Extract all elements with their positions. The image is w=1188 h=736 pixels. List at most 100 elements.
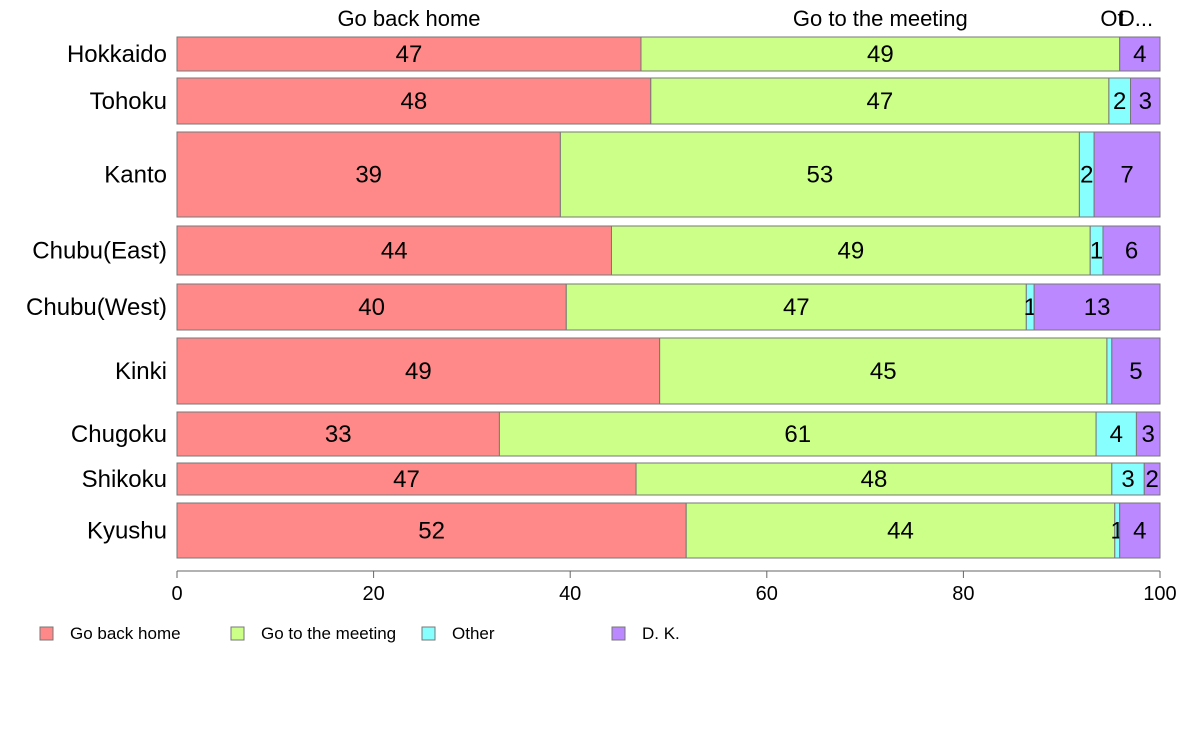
bar-segment-shikoku-go-to-the-meeting [635, 462, 1113, 496]
data-label-hokkaido-go-to-the-meeting: 49 [867, 41, 894, 68]
category-label-tohoku: Tohoku [90, 88, 167, 115]
data-label-chubu-east-d-k: 6 [1125, 238, 1138, 265]
data-label-shikoku-go-to-the-meeting: 48 [861, 466, 888, 493]
data-label-chubu-west-d-k: 13 [1084, 294, 1111, 321]
data-label-chugoku-d-k: 3 [1142, 421, 1155, 448]
column-header-1: Go back home [337, 6, 480, 31]
legend: Go back home Go to the meeting Other D. K. [39, 624, 680, 643]
legend-label-other: Other [452, 624, 495, 643]
x-tick-label-60: 60 [756, 583, 778, 605]
legend-label-d-k: D. K. [642, 624, 680, 643]
bar-segment-kanto-go-back-home [176, 131, 561, 218]
data-label-kanto-go-to-the-meeting: 53 [807, 162, 834, 189]
bar-segment-tohoku-d-k [1130, 77, 1161, 125]
data-label-kyushu-d-k: 4 [1133, 518, 1146, 545]
category-label-chubu-west: Chubu(West) [26, 294, 167, 321]
bar-row-kyushu: Kyushu 52 44 1 4 [87, 502, 1161, 559]
bar-segment-kinki-go-back-home [176, 337, 661, 405]
data-label-hokkaido-d-k: 4 [1133, 41, 1146, 68]
x-tick-label-20: 20 [362, 583, 384, 605]
data-label-kanto-d-k: 7 [1120, 162, 1133, 189]
bar-segment-kinki-other [1106, 337, 1113, 405]
category-label-chubu-east: Chubu(East) [32, 238, 167, 265]
bar-segment-kinki-d-k [1111, 337, 1161, 405]
bar-segment-shikoku-d-k [1143, 462, 1161, 496]
data-label-chugoku-go-back-home: 33 [325, 421, 352, 448]
data-label-tohoku-d-k: 3 [1139, 88, 1152, 115]
x-axis: 0 20 40 60 80 100 [171, 570, 1177, 605]
data-label-tohoku-go-back-home: 48 [401, 88, 428, 115]
bar-row-shikoku: Shikoku 47 48 3 2 [82, 462, 1161, 496]
bar-segment-chubu-west-go-to-the-meeting [565, 283, 1027, 331]
legend-swatch-go-to-the-meeting [230, 626, 245, 641]
data-label-kanto-other: 2 [1080, 162, 1093, 189]
bar-row-chubu-west: Chubu(West) 40 47 1 13 [26, 283, 1161, 331]
bar-row-chubu-east: Chubu(East) 44 49 1 6 [32, 225, 1161, 276]
category-label-shikoku: Shikoku [82, 466, 167, 493]
data-label-kinki-go-back-home: 49 [405, 358, 432, 385]
bar-segment-kyushu-go-to-the-meeting [685, 502, 1116, 559]
bar-segment-chubu-east-go-back-home [176, 225, 612, 276]
category-label-kyushu: Kyushu [87, 518, 167, 545]
bar-row-kinki: Kinki 49 45 5 [115, 337, 1161, 405]
column-header-3: Ot [1100, 6, 1123, 31]
category-label-chugoku: Chugoku [71, 421, 167, 448]
bar-row-tohoku: Tohoku 48 47 2 3 [90, 77, 1161, 125]
data-label-chugoku-other: 4 [1110, 421, 1123, 448]
x-tick-label-40: 40 [559, 583, 581, 605]
data-label-chubu-east-go-back-home: 44 [381, 238, 408, 265]
data-label-chubu-west-other: 1 [1024, 294, 1037, 321]
bar-segment-kanto-d-k [1093, 131, 1161, 218]
bar-segment-kanto-go-to-the-meeting [559, 131, 1080, 218]
bar-segment-kyushu-go-back-home [176, 502, 687, 559]
x-tick-label-80: 80 [952, 583, 974, 605]
data-label-kyushu-go-to-the-meeting: 44 [887, 518, 914, 545]
column-header-labels: Go back home Go to the meeting OtD... [337, 6, 1153, 31]
data-label-shikoku-other: 3 [1121, 466, 1134, 493]
x-tick-label-0: 0 [171, 583, 182, 605]
bar-segment-kyushu-d-k [1119, 502, 1161, 559]
legend-swatch-d-k [611, 626, 626, 641]
legend-label-go-back-home: Go back home [70, 624, 181, 643]
bar-segment-chugoku-other [1095, 411, 1137, 457]
legend-swatch-go-back-home [39, 626, 54, 641]
legend-swatch-other [421, 626, 436, 641]
category-label-kanto: Kanto [104, 162, 167, 189]
bar-segment-chubu-east-d-k [1102, 225, 1161, 276]
data-label-chubu-east-other: 1 [1090, 238, 1103, 265]
bar-segment-shikoku-go-back-home [176, 462, 637, 496]
data-label-kanto-go-back-home: 39 [355, 162, 382, 189]
data-label-chubu-east-go-to-the-meeting: 49 [837, 238, 864, 265]
category-label-kinki: Kinki [115, 358, 167, 385]
column-header-4: D... [1119, 6, 1153, 31]
bar-row-chugoku: Chugoku 33 61 4 3 [71, 411, 1161, 457]
bar-segment-hokkaido-go-to-the-meeting [640, 36, 1121, 72]
category-label-hokkaido: Hokkaido [67, 41, 167, 68]
data-label-chubu-west-go-back-home: 40 [358, 294, 385, 321]
bar-segment-tohoku-go-to-the-meeting [650, 77, 1110, 125]
data-label-kyushu-go-back-home: 52 [418, 518, 445, 545]
data-label-tohoku-other: 2 [1113, 88, 1126, 115]
bar-row-hokkaido: Hokkaido 47 49 4 [67, 36, 1161, 72]
x-tick-label-100: 100 [1143, 583, 1176, 605]
bar-segment-chugoku-d-k [1135, 411, 1161, 457]
bar-segment-shikoku-other [1111, 462, 1145, 496]
data-label-kinki-go-to-the-meeting: 45 [870, 358, 897, 385]
data-label-shikoku-go-back-home: 47 [393, 466, 420, 493]
column-header-2: Go to the meeting [793, 6, 968, 31]
legend-label-go-to-the-meeting: Go to the meeting [261, 624, 396, 643]
data-label-kinki-d-k: 5 [1129, 358, 1142, 385]
bar-segment-chugoku-go-back-home [176, 411, 500, 457]
bar-segment-chubu-east-go-to-the-meeting [610, 225, 1091, 276]
bar-segment-kinki-go-to-the-meeting [659, 337, 1108, 405]
data-label-tohoku-go-to-the-meeting: 47 [866, 88, 893, 115]
data-label-chugoku-go-to-the-meeting: 61 [784, 421, 811, 448]
data-label-chubu-west-go-to-the-meeting: 47 [783, 294, 810, 321]
bar-segment-hokkaido-d-k [1119, 36, 1161, 72]
bar-segment-chugoku-go-to-the-meeting [498, 411, 1097, 457]
data-label-hokkaido-go-back-home: 47 [396, 41, 423, 68]
bar-segment-chubu-west-d-k [1033, 283, 1161, 331]
data-label-shikoku-d-k: 2 [1145, 466, 1158, 493]
